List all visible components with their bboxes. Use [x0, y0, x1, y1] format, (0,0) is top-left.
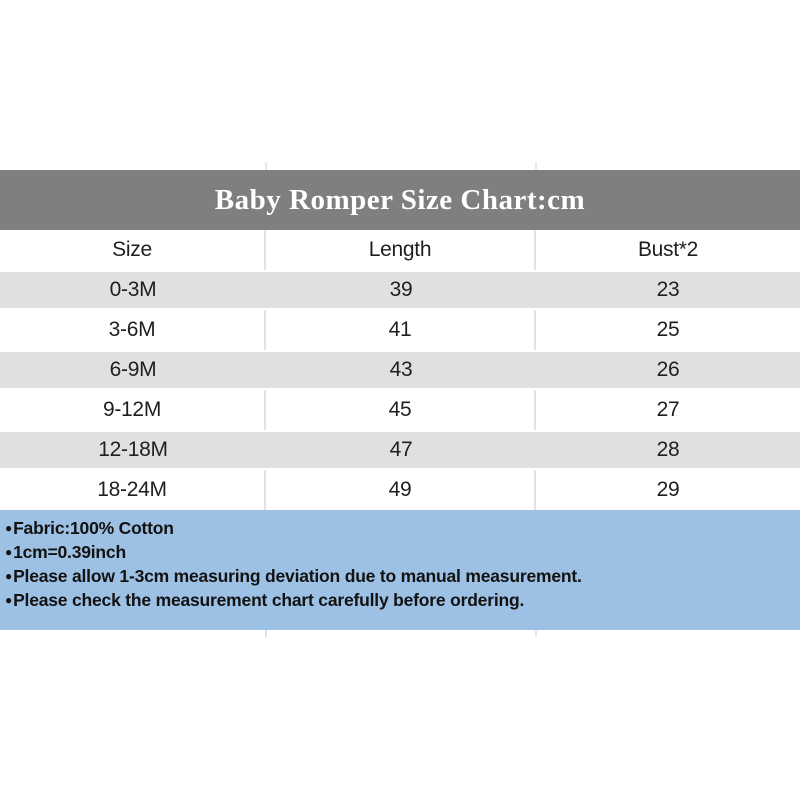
cell-length: 45 [266, 390, 536, 430]
cell-length: 47 [389, 438, 413, 461]
chart-title: Baby Romper Size Chart:cm [214, 183, 586, 216]
column-divider-tick [265, 162, 267, 170]
cell-size: 12-18M [98, 438, 168, 461]
bullet-icon: ● [5, 545, 13, 559]
cell-size: 6-9M [109, 358, 157, 381]
table-row: 18-24M 49 29 [0, 470, 800, 510]
column-divider-tick [265, 630, 267, 637]
cell-length: 43 [389, 358, 413, 381]
cell-length: 41 [266, 310, 536, 350]
cell-bust: 29 [656, 478, 680, 501]
column-header-bust: Bust*2 [637, 238, 699, 261]
column-divider-tick [535, 162, 537, 170]
note-fabric: ●Fabric:100% Cotton [5, 517, 792, 541]
table-row: 0-3M 39 23 [0, 270, 800, 310]
table-row: 12-18M 47 28 [0, 430, 800, 470]
table-row: 9-12M 45 27 [0, 390, 800, 430]
cell-length: 39 [389, 278, 413, 301]
cell-bust: 25 [656, 318, 680, 341]
cell-bust: 23 [656, 278, 680, 301]
note-text: Fabric:100% Cotton [13, 518, 174, 538]
cell-size: 0-3M [109, 278, 157, 301]
note-text: 1cm=0.39inch [13, 542, 126, 562]
cell-size: 3-6M [0, 310, 266, 350]
note-text: Please allow 1-3cm measuring deviation d… [13, 566, 582, 586]
cell-bust: 27 [656, 398, 680, 421]
column-divider-tick [535, 630, 537, 637]
table-row: 6-9M 43 26 [0, 350, 800, 390]
cell-size: 9-12M [0, 390, 266, 430]
cell-length: 49 [266, 470, 536, 510]
bullet-icon: ● [5, 521, 13, 535]
column-header-length: Length [266, 230, 536, 270]
cell-bust: 26 [656, 358, 680, 381]
bullet-icon: ● [5, 593, 13, 607]
note-conversion: ●1cm=0.39inch [5, 541, 792, 565]
table-row: 3-6M 41 25 [0, 310, 800, 350]
chart-title-bar: Baby Romper Size Chart:cm [0, 170, 800, 230]
table-header-row: Size Length Bust*2 [0, 230, 800, 270]
bullet-icon: ● [5, 569, 13, 583]
notes-panel: ●Fabric:100% Cotton ●1cm=0.39inch ●Pleas… [0, 510, 800, 630]
note-text: Please check the measurement chart caref… [13, 590, 525, 610]
cell-bust: 28 [656, 438, 680, 461]
column-header-size: Size [0, 230, 266, 270]
note-check-chart: ●Please check the measurement chart care… [5, 589, 792, 613]
cell-size: 18-24M [0, 470, 266, 510]
note-deviation: ●Please allow 1-3cm measuring deviation … [5, 565, 792, 589]
